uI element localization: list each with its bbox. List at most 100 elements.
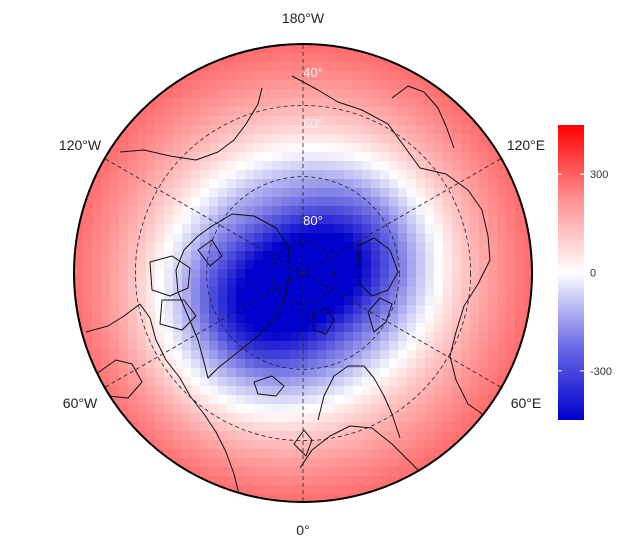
field-cell xyxy=(200,125,210,135)
field-cell xyxy=(416,431,426,441)
field-cell xyxy=(191,368,201,378)
field-cell xyxy=(299,98,309,108)
field-cell xyxy=(74,260,84,270)
field-cell xyxy=(272,332,282,342)
field-cell xyxy=(110,125,120,135)
field-cell xyxy=(488,179,498,189)
field-cell xyxy=(164,206,174,216)
field-cell xyxy=(173,206,183,216)
field-cell xyxy=(173,188,183,198)
field-cell xyxy=(389,242,399,252)
field-cell xyxy=(380,368,390,378)
field-cell xyxy=(263,107,273,117)
field-cell xyxy=(317,413,327,423)
field-cell xyxy=(434,224,444,234)
field-cell xyxy=(272,359,282,369)
field-cell xyxy=(137,332,147,342)
field-cell xyxy=(380,440,390,450)
field-cell xyxy=(74,305,84,315)
field-cell xyxy=(101,170,111,180)
field-cell xyxy=(227,89,237,99)
field-cell xyxy=(434,125,444,135)
field-cell xyxy=(362,134,372,144)
field-cell xyxy=(326,260,336,270)
field-cell xyxy=(128,323,138,333)
field-cell xyxy=(128,368,138,378)
field-cell xyxy=(407,170,417,180)
field-cell xyxy=(353,89,363,99)
field-cell xyxy=(389,395,399,405)
field-cell xyxy=(326,269,336,279)
field-cell xyxy=(371,125,381,135)
field-cell xyxy=(353,251,363,261)
field-cell xyxy=(317,152,327,162)
field-cell xyxy=(416,188,426,198)
field-cell xyxy=(155,152,165,162)
field-cell xyxy=(434,161,444,171)
field-cell xyxy=(164,440,174,450)
field-cell xyxy=(353,467,363,477)
field-cell xyxy=(263,53,273,63)
field-cell xyxy=(371,170,381,180)
field-cell xyxy=(353,341,363,351)
field-cell xyxy=(137,188,147,198)
field-cell xyxy=(470,314,480,324)
field-cell xyxy=(299,440,309,450)
field-cell xyxy=(524,278,532,288)
field-cell xyxy=(263,260,273,270)
field-cell xyxy=(209,134,219,144)
field-cell xyxy=(407,251,417,261)
field-cell xyxy=(191,152,201,162)
field-cell xyxy=(245,476,255,486)
field-cell xyxy=(227,341,237,351)
field-cell xyxy=(236,341,246,351)
field-cell xyxy=(317,422,327,432)
field-cell xyxy=(461,152,471,162)
field-cell xyxy=(416,287,426,297)
field-cell xyxy=(380,143,390,153)
field-cell xyxy=(299,494,309,502)
field-cell xyxy=(326,224,336,234)
field-cell xyxy=(245,350,255,360)
field-cell xyxy=(245,341,255,351)
field-cell xyxy=(137,233,147,243)
field-cell xyxy=(263,278,273,288)
field-cell xyxy=(461,98,471,108)
field-cell xyxy=(398,143,408,153)
field-cell xyxy=(371,305,381,315)
field-cell xyxy=(146,107,156,117)
field-cell xyxy=(407,71,417,81)
field-cell xyxy=(506,269,516,279)
field-cell xyxy=(461,179,471,189)
field-cell xyxy=(380,287,390,297)
field-cell xyxy=(227,251,237,261)
field-cell xyxy=(227,332,237,342)
field-cell xyxy=(326,413,336,423)
field-cell xyxy=(380,404,390,414)
field-cell xyxy=(92,224,102,234)
field-cell xyxy=(371,296,381,306)
field-cell xyxy=(128,350,138,360)
field-cell xyxy=(515,170,525,180)
field-cell xyxy=(380,422,390,432)
field-cell xyxy=(227,62,237,72)
field-cell xyxy=(281,44,291,54)
field-cell xyxy=(128,269,138,279)
field-cell xyxy=(497,197,507,207)
field-cell xyxy=(497,278,507,288)
field-cell xyxy=(191,341,201,351)
field-cell xyxy=(416,314,426,324)
field-cell xyxy=(470,251,480,261)
field-cell xyxy=(461,116,471,126)
field-cell xyxy=(245,440,255,450)
field-cell xyxy=(155,350,165,360)
field-cell xyxy=(200,449,210,459)
field-cell xyxy=(254,134,264,144)
field-cell xyxy=(173,224,183,234)
field-cell xyxy=(416,251,426,261)
svalbard xyxy=(311,307,335,335)
field-cell xyxy=(380,152,390,162)
field-cell xyxy=(479,206,489,216)
field-cell xyxy=(470,368,480,378)
field-cell xyxy=(146,260,156,270)
